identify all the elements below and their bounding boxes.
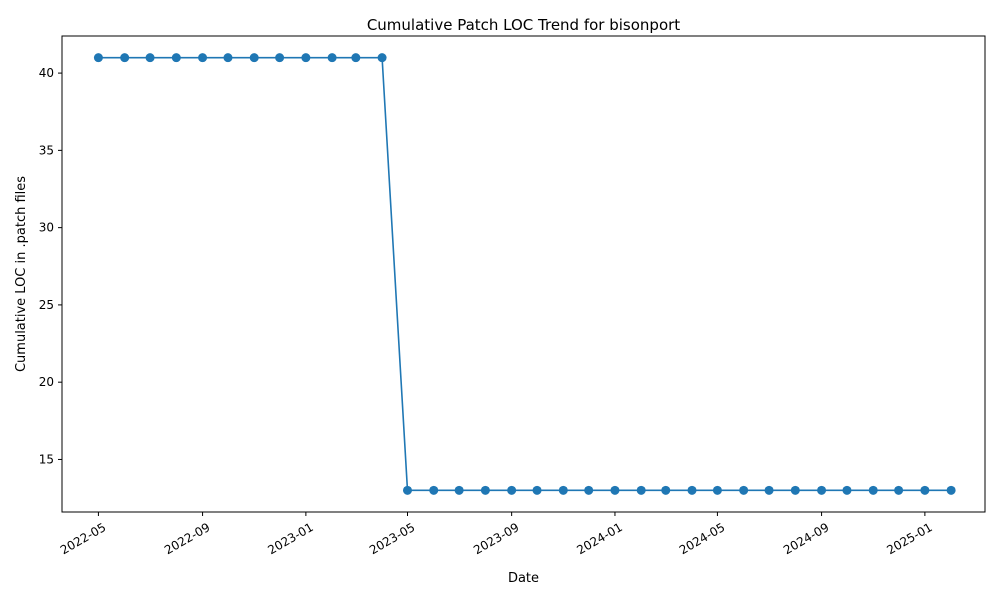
data-point [171, 53, 181, 63]
x-axis-title: Date [508, 571, 539, 586]
data-point [249, 53, 259, 63]
data-point [894, 485, 904, 495]
data-point [429, 485, 439, 495]
data-point [480, 485, 490, 495]
x-tick-label: 2023-09 [471, 520, 521, 557]
y-tick-label: 30 [39, 221, 54, 235]
data-point [946, 485, 956, 495]
x-tick-label: 2025-01 [884, 520, 934, 557]
y-tick-label: 40 [39, 66, 54, 80]
axes-frame [61, 35, 986, 513]
data-point [351, 53, 361, 63]
data-point [275, 53, 285, 63]
y-axis: 15 20 25 30 35 40 [39, 66, 62, 466]
y-tick-label: 15 [39, 452, 54, 466]
data-point [532, 485, 542, 495]
series-line [98, 56, 952, 492]
data-point [610, 485, 620, 495]
data-point [145, 53, 155, 63]
data-point [712, 485, 722, 495]
chart-title: Cumulative Patch LOC Trend for bisonport [367, 16, 680, 34]
data-point [636, 485, 646, 495]
x-tick-label: 2024-05 [677, 520, 727, 557]
x-tick-label: 2022-05 [58, 520, 108, 557]
data-point [454, 485, 464, 495]
x-tick-label: 2024-01 [574, 520, 624, 557]
data-point [817, 485, 827, 495]
plot-area [93, 53, 956, 495]
x-tick-label: 2023-05 [367, 520, 417, 557]
data-point [661, 485, 671, 495]
x-axis: 2022-05 2022-09 2023-01 2023-05 2023-09 2024-… [58, 512, 935, 557]
data-point [93, 53, 103, 63]
data-point [327, 53, 337, 63]
y-tick-label: 35 [39, 143, 54, 157]
data-point [687, 485, 697, 495]
y-tick-label: 20 [39, 375, 54, 389]
data-point [223, 53, 233, 63]
x-tick-label: 2023-01 [265, 520, 315, 557]
data-point [790, 485, 800, 495]
data-point [377, 53, 387, 63]
data-point [920, 485, 930, 495]
x-tick-label: 2024-09 [781, 520, 831, 557]
data-point [198, 53, 208, 63]
data-point [584, 485, 594, 495]
y-tick-label: 25 [39, 298, 54, 312]
data-point [120, 53, 130, 63]
data-point [558, 485, 568, 495]
data-point [739, 485, 749, 495]
data-point [507, 485, 517, 495]
data-point [764, 485, 774, 495]
x-tick-label: 2022-09 [162, 520, 212, 557]
data-point [301, 53, 311, 63]
data-point [842, 485, 852, 495]
data-point [868, 485, 878, 495]
data-point [402, 485, 412, 495]
y-axis-title: Cumulative LOC in .patch files [14, 176, 29, 372]
